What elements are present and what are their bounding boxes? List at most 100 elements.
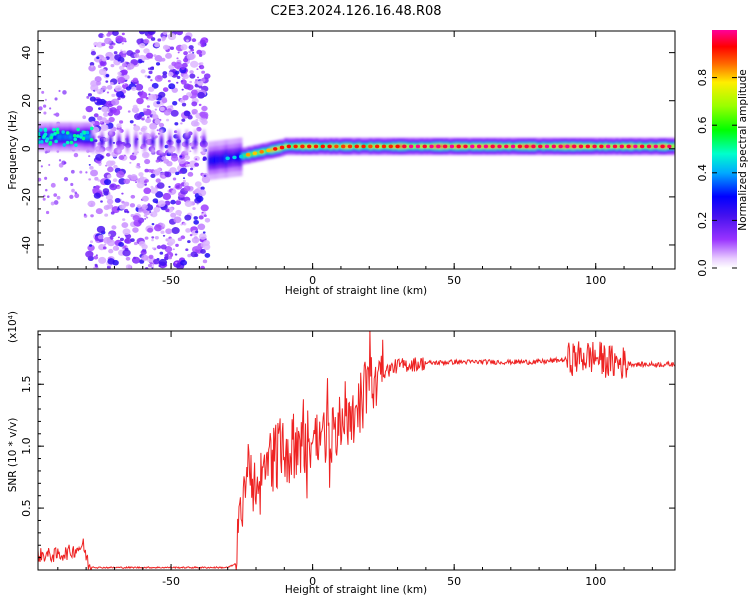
noise-blob [106, 91, 110, 94]
signal-cell [479, 144, 484, 148]
peak-blob [504, 144, 509, 149]
noise-blob [151, 247, 155, 250]
signal-cell [222, 155, 226, 163]
noise-blob [132, 227, 139, 233]
noise-blob [201, 70, 206, 74]
noise-blob [175, 261, 178, 264]
noise-blob [202, 157, 207, 161]
noise-blob [105, 194, 113, 201]
signal-cell [386, 144, 390, 148]
noise-blob [70, 182, 74, 187]
noise-blob [162, 87, 169, 92]
noise-blob [180, 44, 188, 51]
noise-blob [94, 100, 98, 103]
noise-blob [167, 79, 171, 83]
signal-cell [352, 144, 356, 148]
noise-blob [183, 110, 191, 117]
peak-blob [660, 144, 665, 149]
noise-blob [100, 124, 109, 131]
noise-blob [147, 75, 151, 79]
noise-blob [38, 106, 43, 111]
snr-series-line [38, 331, 675, 570]
noise-blob [164, 200, 171, 206]
noise-blob [96, 56, 100, 60]
peak-blob [517, 144, 523, 149]
noise-blob [187, 115, 193, 120]
noise-blob [88, 164, 91, 166]
noise-blob [172, 101, 178, 106]
signal-cell [527, 144, 532, 148]
noise-blob [117, 71, 122, 76]
noise-blob [105, 152, 111, 157]
signal-cell [304, 144, 308, 148]
colorbar-tick-label: 0.2 [696, 212, 709, 230]
noise-blob [74, 191, 78, 195]
noise-blob [196, 126, 202, 132]
spectrogram-peaks [38, 126, 672, 161]
noise-blob [176, 57, 179, 60]
noise-blob [181, 66, 185, 70]
signal-cell [445, 144, 450, 148]
noise-blob [88, 155, 91, 158]
noise-blob [146, 116, 150, 119]
peak-blob [347, 144, 353, 149]
noise-blob [167, 71, 174, 77]
spectrogram-frame [37, 30, 676, 270]
signal-cell [590, 144, 594, 148]
noise-blob [79, 170, 83, 174]
peak-blob [402, 144, 407, 149]
noise-blob [102, 246, 107, 250]
noise-blob [156, 168, 161, 172]
signal-cell [298, 144, 302, 148]
noise-blob [103, 205, 110, 211]
peak-blob [463, 144, 468, 149]
noise-blob [149, 122, 158, 130]
peak-blob [279, 145, 285, 150]
noise-blob [170, 109, 179, 117]
noise-blob [196, 68, 199, 70]
signal-cell [536, 144, 540, 148]
signal-cell [57, 134, 62, 140]
peak-blob [39, 128, 43, 132]
noise-blob [130, 238, 135, 242]
noise-blob [92, 187, 99, 193]
noise-blob [177, 157, 186, 165]
noise-blob [154, 236, 159, 240]
peak-blob [89, 126, 94, 131]
peak-blob [585, 144, 591, 149]
noise-blob [123, 178, 131, 185]
signal-cell [323, 144, 328, 148]
noise-blob [175, 243, 179, 247]
peak-blob [62, 143, 67, 147]
noise-blob [133, 53, 140, 58]
peak-blob [449, 144, 455, 149]
noise-blob [148, 93, 157, 101]
peak-blob [327, 144, 332, 149]
noise-blob [180, 259, 188, 266]
signal-cell [556, 144, 560, 148]
noise-blob [110, 211, 115, 215]
noise-blob [146, 105, 151, 108]
noise-blob [101, 117, 107, 123]
colorbar-gradient [712, 30, 737, 268]
noise-blob [112, 141, 116, 144]
noise-blob [122, 228, 131, 236]
signal-cell [86, 134, 90, 140]
noise-blob [187, 131, 193, 136]
noise-blob [103, 237, 111, 244]
noise-blob [113, 51, 118, 55]
noise-blob [114, 54, 122, 61]
noise-blob [122, 249, 131, 257]
noise-blob [116, 123, 122, 129]
noise-blob [107, 111, 114, 117]
noise-blob [162, 71, 168, 76]
noise-blob [174, 253, 178, 256]
signal-cell [377, 144, 382, 148]
noise-blob [107, 166, 114, 173]
colorbar-tick-label: 0.8 [696, 69, 709, 87]
noise-blob [148, 254, 154, 260]
noise-blob [132, 215, 140, 222]
noise-blob [144, 236, 149, 240]
noise-blob [111, 206, 120, 214]
noise-blob [191, 108, 198, 115]
